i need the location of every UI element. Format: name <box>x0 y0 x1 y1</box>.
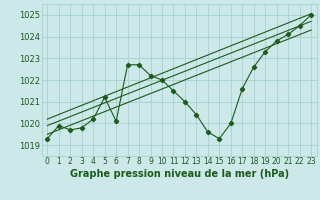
X-axis label: Graphe pression niveau de la mer (hPa): Graphe pression niveau de la mer (hPa) <box>70 169 289 179</box>
